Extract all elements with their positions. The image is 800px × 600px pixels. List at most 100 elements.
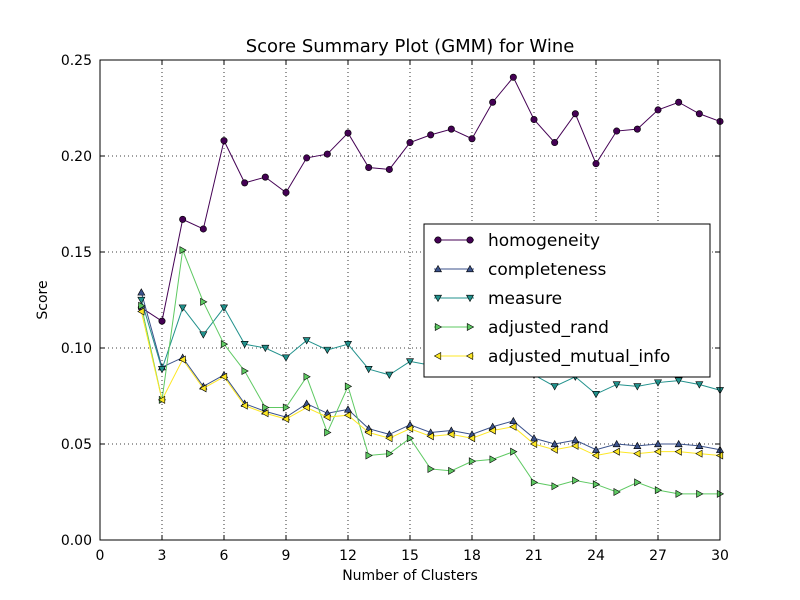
legend-label: adjusted_rand — [488, 318, 609, 338]
data-point-adjusted_rand — [386, 449, 394, 458]
data-point-homogeneity — [158, 317, 166, 325]
series-homogeneity — [137, 73, 724, 325]
data-point-adjusted_mutual_info — [591, 451, 600, 460]
data-point-adjusted_mutual_info — [240, 401, 248, 410]
data-point-completeness — [571, 436, 580, 444]
data-point-completeness — [529, 434, 539, 442]
legend-box — [423, 223, 711, 378]
data-point-adjusted_rand — [282, 403, 291, 412]
data-point-adjusted_mutual_info — [157, 395, 166, 404]
chart-title: Score Summary Plot (GMM) for Wine — [246, 36, 575, 57]
x-tick-label: 18 — [463, 548, 481, 564]
data-point-completeness — [550, 439, 559, 448]
data-point-adjusted_mutual_info — [571, 441, 579, 450]
data-point-completeness — [612, 439, 621, 448]
x-tick-label: 24 — [587, 548, 605, 564]
data-point-measure — [219, 304, 229, 312]
data-point-homogeneity — [282, 188, 290, 196]
y-tick-label: 0.15 — [61, 245, 92, 261]
data-point-homogeneity — [406, 139, 414, 147]
plot-series — [137, 73, 725, 498]
data-point-measure — [591, 390, 601, 399]
axis-ticks: 0 3 6 9 12 15 18 21 24 27 30 0.00 0.05 0.10 0.15 0.20 0.… — [61, 53, 729, 564]
x-tick-label: 3 — [158, 548, 167, 564]
data-point-completeness — [633, 441, 642, 450]
data-point-adjusted_mutual_info — [405, 424, 414, 433]
data-point-adjusted_rand — [696, 489, 704, 498]
data-point-adjusted_mutual_info — [653, 447, 662, 456]
data-point-measure — [302, 337, 311, 345]
data-point-adjusted_mutual_info — [550, 445, 558, 454]
data-point-measure — [343, 341, 353, 349]
y-tick-label: 0.05 — [61, 437, 92, 453]
legend-marker — [434, 236, 442, 244]
data-point-adjusted_rand — [324, 428, 332, 437]
data-point-homogeneity — [385, 165, 393, 173]
data-point-measure — [178, 304, 187, 312]
data-point-measure — [364, 366, 373, 374]
data-point-homogeneity — [695, 110, 703, 118]
data-point-adjusted_mutual_info — [281, 415, 290, 424]
data-point-homogeneity — [613, 127, 621, 135]
y-tick-label: 0.10 — [61, 341, 92, 357]
data-point-homogeneity — [220, 137, 228, 145]
data-point-adjusted_rand — [344, 382, 353, 391]
data-point-adjusted_rand — [654, 486, 663, 495]
data-point-adjusted_mutual_info — [199, 384, 207, 393]
y-axis-label: Score — [35, 280, 51, 319]
legend-label: homogeneity — [488, 231, 600, 251]
data-point-adjusted_mutual_info — [529, 439, 538, 449]
data-point-adjusted_rand — [427, 464, 435, 473]
data-point-adjusted_mutual_info — [633, 449, 641, 458]
data-point-adjusted_mutual_info — [385, 434, 393, 443]
data-point-homogeneity — [323, 150, 331, 158]
data-point-homogeneity — [447, 125, 455, 133]
legend-item-completeness: completeness — [433, 260, 606, 280]
data-point-homogeneity — [365, 164, 373, 172]
data-point-homogeneity — [592, 160, 600, 168]
data-point-adjusted_mutual_info — [467, 434, 476, 443]
data-point-homogeneity — [633, 125, 641, 133]
data-point-adjusted_rand — [179, 246, 187, 255]
legend-item-adjusted_rand: adjusted_rand — [434, 318, 609, 338]
x-tick-label: 12 — [339, 548, 357, 564]
data-point-completeness — [695, 441, 704, 450]
data-point-adjusted_rand — [634, 478, 642, 487]
data-point-adjusted_rand — [530, 478, 539, 487]
data-point-adjusted_rand — [468, 457, 477, 466]
data-point-adjusted_rand — [592, 480, 601, 489]
legend-label: completeness — [488, 260, 606, 280]
legend-marker — [433, 294, 443, 303]
series-adjusted_mutual_info — [137, 307, 724, 460]
data-point-homogeneity — [509, 73, 517, 81]
data-point-measure — [137, 296, 146, 305]
legend-marker — [466, 236, 474, 244]
legend-marker — [433, 264, 443, 273]
data-point-measure — [550, 383, 559, 391]
data-point-adjusted_mutual_info — [426, 432, 434, 441]
data-point-adjusted_rand — [613, 487, 621, 497]
data-point-adjusted_mutual_info — [509, 422, 517, 431]
data-point-measure — [385, 371, 394, 379]
data-point-homogeneity — [261, 173, 269, 181]
x-tick-label: 0 — [96, 548, 105, 564]
y-tick-label: 0.00 — [61, 533, 92, 549]
x-tick-label: 30 — [711, 548, 729, 564]
data-point-adjusted_rand — [448, 466, 456, 475]
data-point-adjusted_rand — [489, 455, 497, 464]
data-point-adjusted_rand — [262, 403, 270, 412]
data-point-measure — [240, 341, 249, 349]
legend-marker — [433, 351, 442, 361]
series-completeness — [137, 288, 725, 453]
data-point-measure — [261, 344, 270, 353]
y-tick-label: 0.20 — [61, 149, 92, 165]
data-point-completeness — [137, 288, 146, 296]
data-point-homogeneity — [571, 110, 579, 118]
data-point-homogeneity — [675, 98, 683, 106]
data-point-adjusted_mutual_info — [261, 409, 269, 418]
data-point-adjusted_mutual_info — [612, 447, 620, 456]
data-point-adjusted_mutual_info — [219, 372, 228, 381]
data-point-adjusted_mutual_info — [302, 403, 310, 412]
x-tick-label: 9 — [282, 548, 291, 564]
x-tick-label: 27 — [649, 548, 667, 564]
